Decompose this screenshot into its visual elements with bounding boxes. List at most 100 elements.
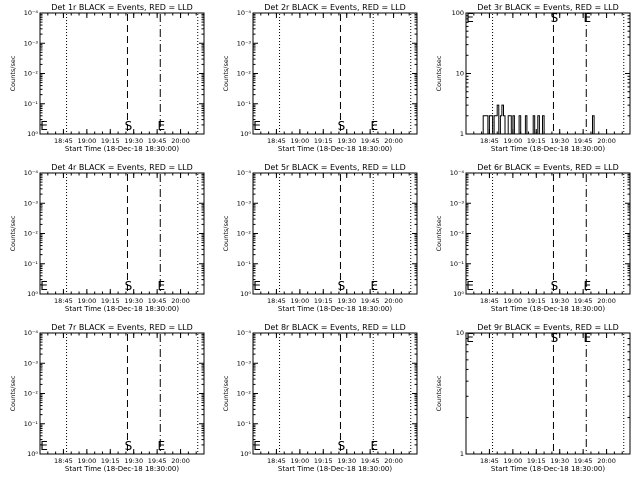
x-tick-label: 19:00	[77, 457, 96, 465]
marker-label: E	[157, 439, 165, 453]
chart-panel: Det 5r BLACK = Events, RED = LLD 10⁰ 10⁻¹ 1…	[222, 163, 418, 313]
x-tick-label: 19:45	[361, 457, 380, 465]
x-tick-label: 19:15	[314, 457, 333, 465]
x-tick-label: 20:00	[171, 457, 190, 465]
y-tick-label: 10⁰	[27, 290, 38, 298]
y-axis-label: Counts/sec	[435, 215, 443, 251]
y-tick-label: 1	[460, 450, 464, 458]
y-tick-label: 10⁻⁴	[237, 9, 252, 17]
x-tick-label: 20:00	[171, 137, 190, 145]
chart-panel: Det 3r BLACK = Events, RED = LLD 1 10 100 18…	[435, 3, 631, 153]
y-tick-label: 10⁻¹	[24, 260, 39, 268]
x-tick-label: 18:45	[54, 297, 73, 305]
chart-title: Det 1r BLACK = Events, RED = LLD	[51, 3, 193, 12]
corner-label: E	[40, 119, 48, 133]
marker-label: S	[125, 279, 133, 293]
chart-title: Det 3r BLACK = Events, RED = LLD	[477, 3, 619, 12]
chart-panel: Det 8r BLACK = Events, RED = LLD 10⁰ 10⁻¹ 1…	[222, 323, 418, 473]
y-tick-label: 1	[460, 130, 464, 138]
marker-label: S	[338, 279, 346, 293]
x-tick-label: 19:45	[148, 137, 167, 145]
y-tick-label: 10⁻²	[24, 390, 39, 398]
x-tick-label: 19:45	[574, 297, 593, 305]
x-tick-label: 19:00	[290, 137, 309, 145]
plot-frame	[39, 12, 205, 135]
x-tick-label: 19:30	[124, 457, 143, 465]
y-tick-label: 10⁻¹	[24, 100, 39, 108]
y-tick-label: 10⁻³	[24, 359, 39, 367]
marker-label: E	[583, 331, 591, 345]
x-axis-label: Start Time (18-Dec-18 18:30:00)	[65, 305, 179, 313]
x-axis-label: Start Time (18-Dec-18 18:30:00)	[491, 145, 605, 153]
plot-frame	[252, 172, 418, 295]
plot-frame	[465, 332, 631, 455]
y-tick-label: 10⁰	[27, 130, 38, 138]
marker-label: S	[125, 439, 133, 453]
marker-label: E	[157, 119, 165, 133]
corner-label: E	[466, 331, 474, 345]
x-tick-label: 18:45	[480, 297, 499, 305]
x-tick-label: 20:00	[384, 137, 403, 145]
y-tick-label: 10⁻²	[450, 230, 465, 238]
corner-label: E	[253, 279, 261, 293]
x-tick-label: 18:45	[267, 457, 286, 465]
x-tick-label: 19:00	[77, 297, 96, 305]
x-tick-label: 19:15	[101, 297, 120, 305]
plot-frame	[39, 172, 205, 295]
x-axis-label: Start Time (18-Dec-18 18:30:00)	[491, 465, 605, 473]
y-tick-label: 10⁻¹	[237, 100, 252, 108]
y-tick-label: 10⁻²	[237, 230, 252, 238]
x-tick-label: 19:15	[314, 297, 333, 305]
chart-panel: Det 4r BLACK = Events, RED = LLD 10⁰ 10⁻¹ 1…	[9, 163, 205, 313]
x-tick-label: 19:30	[337, 457, 356, 465]
x-tick-label: 19:00	[290, 297, 309, 305]
x-tick-label: 19:45	[574, 457, 593, 465]
marker-label: E	[370, 119, 378, 133]
y-tick-label: 10⁻⁴	[237, 169, 252, 177]
chart-panel: Det 2r BLACK = Events, RED = LLD 10⁰ 10⁻¹ 1…	[222, 3, 418, 153]
chart-title: Det 7r BLACK = Events, RED = LLD	[51, 323, 193, 332]
marker-label: E	[583, 279, 591, 293]
marker-label: S	[338, 439, 346, 453]
y-tick-label: 10⁻²	[237, 70, 252, 78]
y-axis-label: Counts/sec	[435, 375, 443, 411]
x-tick-label: 19:00	[503, 137, 522, 145]
x-tick-label: 18:45	[267, 137, 286, 145]
data-series-line	[481, 104, 595, 135]
chart-title: Det 5r BLACK = Events, RED = LLD	[264, 163, 406, 172]
x-tick-label: 19:45	[361, 137, 380, 145]
y-tick-label: 10⁻²	[24, 70, 39, 78]
chart-title: Det 4r BLACK = Events, RED = LLD	[51, 163, 193, 172]
marker-label: S	[125, 119, 133, 133]
chart-title: Det 8r BLACK = Events, RED = LLD	[264, 323, 406, 332]
y-tick-label: 10⁻¹	[24, 420, 39, 428]
marker-label: E	[583, 11, 591, 25]
x-tick-label: 19:15	[314, 137, 333, 145]
y-axis-label: Counts/sec	[9, 375, 17, 411]
x-tick-label: 20:00	[384, 457, 403, 465]
x-tick-label: 19:30	[337, 137, 356, 145]
x-tick-label: 20:00	[597, 137, 616, 145]
y-tick-label: 10⁻³	[237, 199, 252, 207]
x-axis-label: Start Time (18-Dec-18 18:30:00)	[65, 465, 179, 473]
x-tick-label: 19:15	[527, 297, 546, 305]
corner-label: E	[253, 439, 261, 453]
y-axis-label: Counts/sec	[9, 215, 17, 251]
y-tick-label: 10⁻³	[237, 39, 252, 47]
x-tick-label: 20:00	[597, 297, 616, 305]
y-tick-label: 10⁰	[240, 290, 251, 298]
y-axis-label: Counts/sec	[222, 215, 230, 251]
y-tick-label: 10	[456, 329, 464, 337]
x-axis-label: Start Time (18-Dec-18 18:30:00)	[65, 145, 179, 153]
marker-label: S	[338, 119, 346, 133]
plot-frame	[252, 12, 418, 135]
y-axis-label: Counts/sec	[222, 55, 230, 91]
y-tick-label: 10⁻⁴	[24, 329, 39, 337]
y-tick-label: 10⁻¹	[237, 420, 252, 428]
y-tick-label: 10⁻²	[24, 230, 39, 238]
corner-label: E	[40, 439, 48, 453]
x-tick-label: 20:00	[384, 297, 403, 305]
corner-label: E	[466, 279, 474, 293]
chart-panel: Det 9r BLACK = Events, RED = LLD 1 10 18:45…	[435, 323, 631, 473]
